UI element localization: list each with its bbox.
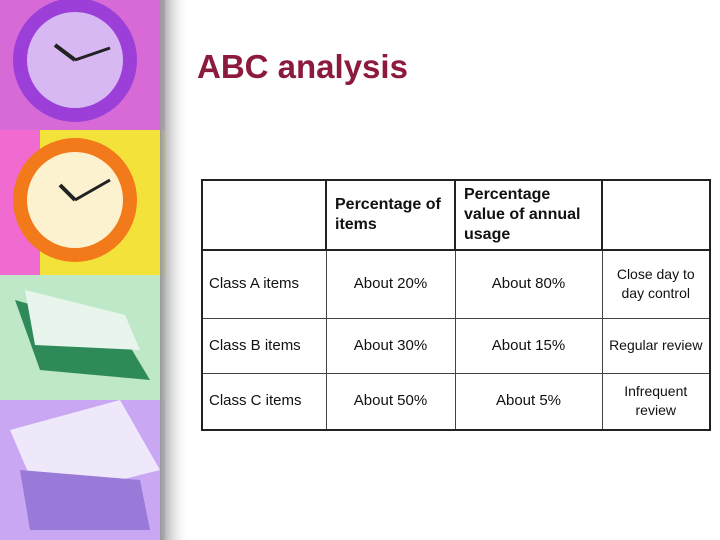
header-cell	[601, 179, 711, 251]
header-row: Percentage of items Percentage value of …	[201, 179, 711, 251]
table-cell: About 50%	[325, 372, 456, 431]
table-row: Class A items About 20% About 80% Close day…	[201, 249, 711, 319]
header-cell: Percentage value of annual usage	[454, 179, 603, 251]
abc-table: Percentage of items Percentage value of …	[201, 179, 711, 431]
table-row: Class C items About 50% About 5% Infrequent…	[201, 372, 711, 431]
header-cell: Percentage of items	[325, 179, 456, 251]
table-cell: Close day to day control	[601, 249, 711, 319]
table-cell: Class C items	[201, 372, 327, 431]
table-cell: About 80%	[454, 249, 603, 319]
table-row: Class B items About 30% About 15% Regular r…	[201, 317, 711, 374]
table-cell: About 20%	[325, 249, 456, 319]
decor-strip	[0, 0, 190, 540]
table-cell: About 5%	[454, 372, 603, 431]
table-cell: Class B items	[201, 317, 327, 374]
table-cell: Infrequent review	[601, 372, 711, 431]
header-cell	[201, 179, 327, 251]
table-cell: Regular review	[601, 317, 711, 374]
slide-title: ABC analysis	[197, 48, 408, 85]
table-cell: Class A items	[201, 249, 327, 319]
table-cell: About 15%	[454, 317, 603, 374]
table-cell: About 30%	[325, 317, 456, 374]
